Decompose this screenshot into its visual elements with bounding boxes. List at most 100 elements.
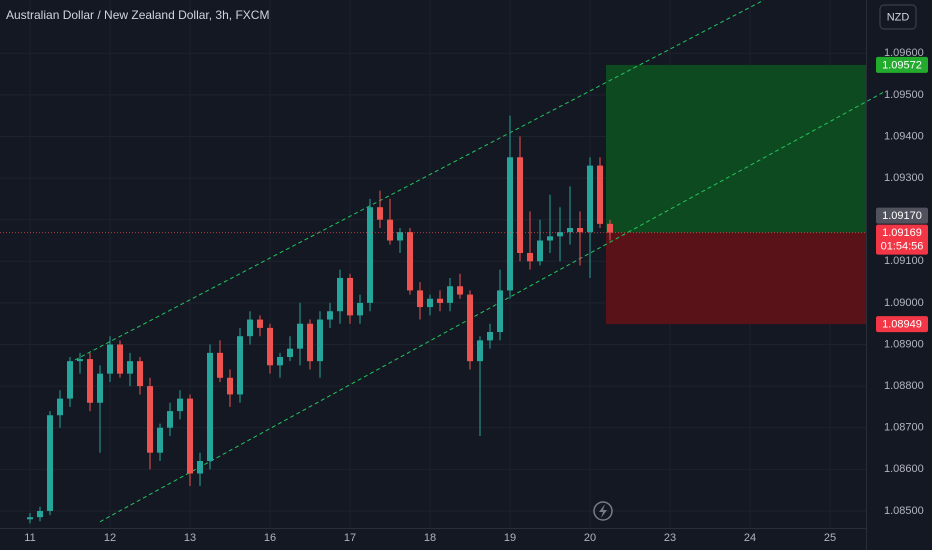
candle-body	[417, 290, 423, 308]
candle-body	[187, 398, 193, 474]
currency-label[interactable]: NZD	[887, 11, 910, 23]
candle-body	[47, 415, 53, 511]
target-zone	[606, 64, 866, 233]
candle-body	[147, 386, 153, 453]
candle-body	[367, 207, 373, 303]
candle-body	[107, 344, 113, 374]
x-tick-label: 13	[184, 532, 196, 544]
axes: 1.08500 1.08600 1.08700 1.08800 1.08900 1.090…	[24, 47, 928, 544]
trend-line	[74, 0, 765, 361]
candle-body	[157, 427, 163, 453]
candle-body	[287, 348, 293, 357]
candle-body	[227, 377, 233, 395]
candle-body	[397, 232, 403, 241]
candle-body	[507, 157, 513, 291]
price-tag	[876, 224, 928, 255]
chart-title: Australian Dollar / New Zealand Dollar, …	[6, 8, 269, 22]
y-tick-label: 1.09300	[884, 172, 924, 184]
x-tick-label: 23	[664, 532, 676, 544]
y-tick-label: 1.08700	[884, 422, 924, 434]
x-tick-label: 19	[504, 532, 516, 544]
candle-body	[327, 311, 333, 320]
candle-body	[437, 298, 443, 303]
x-tick-label: 25	[824, 532, 836, 544]
candle-body	[307, 323, 313, 362]
countdown-label: 01:54:56	[881, 240, 924, 252]
x-tick-label: 24	[744, 532, 756, 544]
candle-body	[377, 207, 383, 220]
candle-body	[407, 232, 413, 291]
candle-body	[297, 323, 303, 349]
candle-body	[357, 302, 363, 316]
candle-body	[597, 165, 603, 224]
candle-body	[87, 359, 93, 403]
x-tick-label: 12	[104, 532, 116, 544]
stop-zone	[606, 232, 866, 325]
candle-body	[587, 165, 593, 233]
candle-body	[117, 344, 123, 374]
candle-body	[167, 411, 173, 428]
candle-body	[577, 228, 583, 233]
trend-line	[99, 91, 885, 523]
candle-body	[547, 236, 553, 241]
candle-body	[567, 228, 573, 233]
price-tag-label: 1.09169	[882, 227, 922, 239]
x-tick-label: 20	[584, 532, 596, 544]
candle-body	[467, 294, 473, 362]
replay-icon[interactable]	[593, 501, 613, 521]
y-tick-label: 1.08500	[884, 505, 924, 517]
price-tag-label: 1.09170	[882, 210, 922, 222]
candle-body	[277, 356, 283, 366]
y-tick-label: 1.08600	[884, 463, 924, 475]
price-tag	[876, 316, 928, 333]
y-tick-label: 1.08900	[884, 338, 924, 350]
y-tick-label: 1.09000	[884, 297, 924, 309]
candle-body	[77, 359, 83, 362]
candle-body	[427, 298, 433, 308]
candle-body	[387, 219, 393, 241]
candle-body	[247, 319, 253, 337]
candle-body	[477, 340, 483, 362]
x-tick-label: 11	[24, 532, 35, 544]
y-tick-label: 1.09600	[884, 47, 924, 59]
candle-body	[267, 327, 273, 366]
candle-body	[27, 517, 33, 520]
candle-body	[447, 286, 453, 303]
y-tick-label: 1.08800	[884, 380, 924, 392]
candle-body	[57, 398, 63, 416]
y-tick-label: 1.09100	[884, 255, 924, 267]
candle-body	[177, 398, 183, 412]
candle-body	[197, 461, 203, 474]
candle-body	[557, 232, 563, 237]
candle-body	[97, 373, 103, 403]
candle-body	[317, 319, 323, 362]
price-tag	[876, 207, 928, 224]
candle-body	[537, 240, 543, 262]
y-tick-label: 1.09500	[884, 89, 924, 101]
candle-body	[517, 157, 523, 253]
candle-body	[337, 277, 343, 312]
currency-button[interactable]	[879, 4, 917, 30]
candle-body	[217, 352, 223, 378]
candle-body	[237, 336, 243, 395]
candle-body	[37, 510, 43, 518]
candle-body	[497, 290, 503, 333]
candle-body	[607, 223, 613, 233]
candle-body	[127, 361, 133, 374]
price-tag-label: 1.09572	[882, 59, 922, 71]
candle-body	[67, 361, 73, 399]
candle-body	[257, 319, 263, 328]
x-tick-label: 18	[424, 532, 436, 544]
price-tag-label: 1.08949	[882, 319, 922, 331]
x-tick-label: 17	[344, 532, 356, 544]
x-tick-label: 16	[264, 532, 276, 544]
candle-body	[137, 361, 143, 387]
y-tick-label: 1.09400	[884, 130, 924, 142]
candle-body	[207, 352, 213, 462]
candle-body	[457, 286, 463, 295]
price-tag	[876, 56, 928, 73]
plot-area	[0, 0, 885, 524]
candle-body	[527, 252, 533, 262]
